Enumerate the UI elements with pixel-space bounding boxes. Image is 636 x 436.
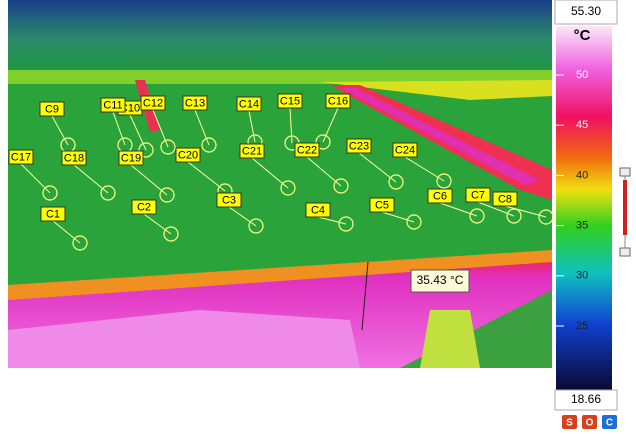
readout: 35.43 °C bbox=[417, 273, 464, 287]
scale-max: 55.30 bbox=[571, 4, 601, 18]
thermal-image bbox=[8, 0, 552, 368]
spot-label[interactable]: C6 bbox=[433, 190, 447, 202]
spot-label[interactable]: C23 bbox=[349, 140, 369, 152]
scale-unit: °C bbox=[574, 27, 591, 44]
spot-label[interactable]: C20 bbox=[178, 149, 198, 161]
spot-label[interactable]: C16 bbox=[328, 95, 348, 107]
spot-label[interactable]: C2 bbox=[137, 201, 151, 213]
spot-label[interactable]: C21 bbox=[242, 145, 262, 157]
spot-label[interactable]: C5 bbox=[375, 199, 389, 211]
spot-label[interactable]: C3 bbox=[222, 194, 236, 206]
spot-label[interactable]: C19 bbox=[121, 152, 141, 164]
spot-label[interactable]: C11 bbox=[103, 99, 122, 111]
scale-tick-label: 50 bbox=[576, 69, 588, 81]
slider-handle-bottom[interactable] bbox=[620, 248, 630, 256]
spot-label[interactable]: C13 bbox=[185, 97, 205, 109]
spot-label[interactable]: C8 bbox=[498, 193, 512, 205]
spot-label[interactable]: C7 bbox=[471, 189, 485, 201]
scale-tick-label: 45 bbox=[576, 119, 588, 131]
scale-tick-label: 35 bbox=[576, 220, 588, 232]
tool-button-label[interactable]: C bbox=[606, 418, 613, 429]
scale-tick-label: 30 bbox=[576, 270, 588, 282]
tool-button-label[interactable]: S bbox=[566, 418, 573, 429]
scale-min: 18.66 bbox=[571, 392, 601, 406]
spot-label[interactable]: C17 bbox=[11, 151, 31, 163]
spot-label[interactable]: C4 bbox=[311, 204, 325, 216]
spot-label[interactable]: C15 bbox=[280, 95, 300, 107]
thermal-viewer: C9C10C11C12C13C14C15C16C17C18C19C20C21C2… bbox=[0, 0, 636, 431]
tool-button-label[interactable]: O bbox=[586, 418, 594, 429]
spot-label[interactable]: C9 bbox=[45, 103, 59, 115]
spot-label[interactable]: C18 bbox=[64, 152, 84, 164]
page: C9C10C11C12C13C14C15C16C17C18C19C20C21C2… bbox=[0, 0, 636, 431]
spot-label[interactable]: C1 bbox=[46, 208, 60, 220]
spot-label[interactable]: C24 bbox=[395, 144, 415, 156]
spot-label[interactable]: C12 bbox=[143, 97, 163, 109]
spot-label[interactable]: C22 bbox=[297, 144, 317, 156]
blank-area bbox=[8, 368, 552, 431]
scale-tick-label: 25 bbox=[576, 320, 588, 332]
scale-tick-label: 40 bbox=[576, 169, 588, 181]
spot-label[interactable]: C14 bbox=[239, 98, 259, 110]
slider-handle-top[interactable] bbox=[620, 168, 630, 176]
range-fill bbox=[623, 180, 627, 235]
